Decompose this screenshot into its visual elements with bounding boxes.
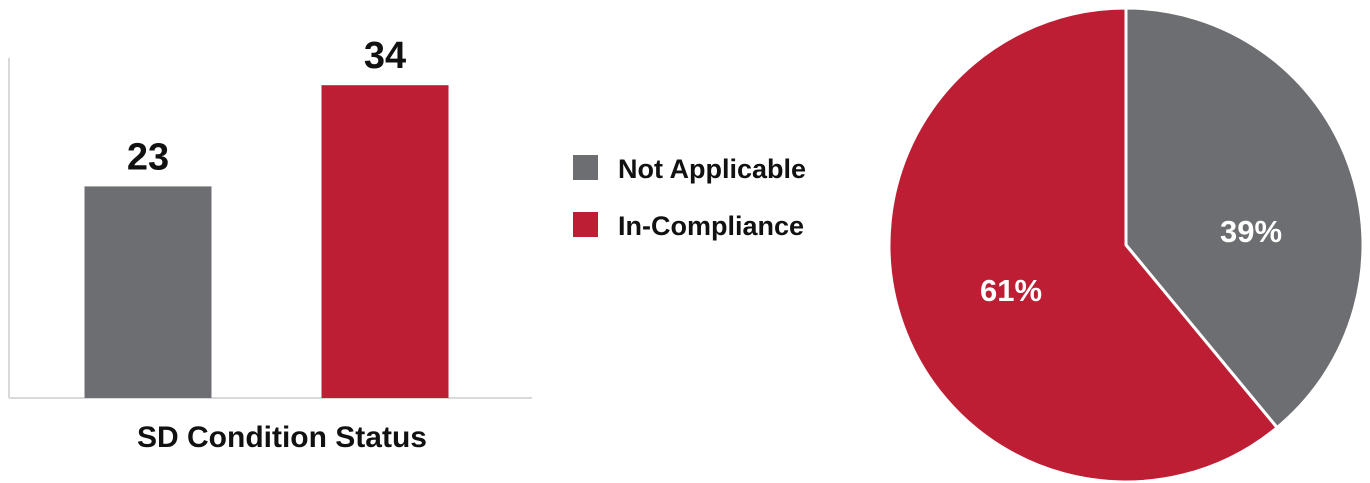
bar-value-label-not-applicable: 23	[127, 136, 169, 178]
legend: Not Applicable In-Compliance	[573, 154, 806, 241]
bar-chart-x-axis-title: SD Condition Status	[137, 421, 427, 454]
legend-swatch-not-applicable	[573, 155, 598, 180]
pie-label-in-compliance: 61%	[980, 273, 1042, 308]
legend-label-not-applicable: Not Applicable	[618, 154, 806, 184]
pie-slice-in-compliance	[887, 6, 1279, 483]
bar-value-label-in-compliance: 34	[364, 35, 406, 77]
pie-chart: 39% 61%	[887, 6, 1365, 483]
bar-in-compliance	[321, 85, 449, 398]
bar-not-applicable	[84, 186, 212, 398]
pie-slice-not-applicable	[1124, 6, 1365, 430]
bar-chart: 23 34 SD Condition Status	[8, 35, 532, 454]
legend-label-in-compliance: In-Compliance	[618, 211, 804, 241]
legend-swatch-in-compliance	[573, 212, 598, 237]
pie-label-not-applicable: 39%	[1220, 214, 1282, 249]
